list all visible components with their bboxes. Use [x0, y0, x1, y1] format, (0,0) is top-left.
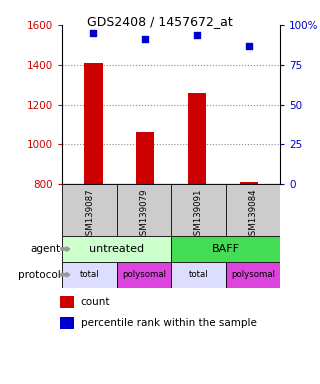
- Bar: [171, 236, 280, 262]
- Bar: [84, 63, 102, 184]
- Text: total: total: [80, 270, 100, 279]
- Bar: [62, 262, 117, 288]
- Text: polysomal: polysomal: [122, 270, 166, 279]
- Text: polysomal: polysomal: [231, 270, 275, 279]
- Bar: [60, 317, 74, 329]
- Text: protocol: protocol: [18, 270, 61, 280]
- Text: GSM139091: GSM139091: [194, 189, 203, 241]
- Bar: [226, 262, 280, 288]
- Point: [246, 43, 252, 49]
- Text: GSM139079: GSM139079: [140, 189, 148, 241]
- Point: [195, 31, 200, 38]
- Text: GSM139084: GSM139084: [248, 189, 257, 241]
- Text: percentile rank within the sample: percentile rank within the sample: [81, 318, 257, 328]
- Point: [143, 36, 148, 42]
- Bar: [136, 132, 154, 184]
- Text: agent: agent: [31, 244, 61, 254]
- Bar: [117, 262, 171, 288]
- Bar: [240, 182, 258, 184]
- Bar: [171, 262, 226, 288]
- Bar: [62, 236, 171, 262]
- Text: count: count: [81, 297, 110, 307]
- Text: untreated: untreated: [89, 244, 144, 254]
- Text: total: total: [188, 270, 208, 279]
- Text: GSM139087: GSM139087: [85, 189, 94, 241]
- Point: [91, 30, 96, 36]
- Text: GDS2408 / 1457672_at: GDS2408 / 1457672_at: [87, 15, 233, 28]
- Bar: [188, 93, 206, 184]
- Text: BAFF: BAFF: [212, 244, 240, 254]
- Bar: [60, 296, 74, 308]
